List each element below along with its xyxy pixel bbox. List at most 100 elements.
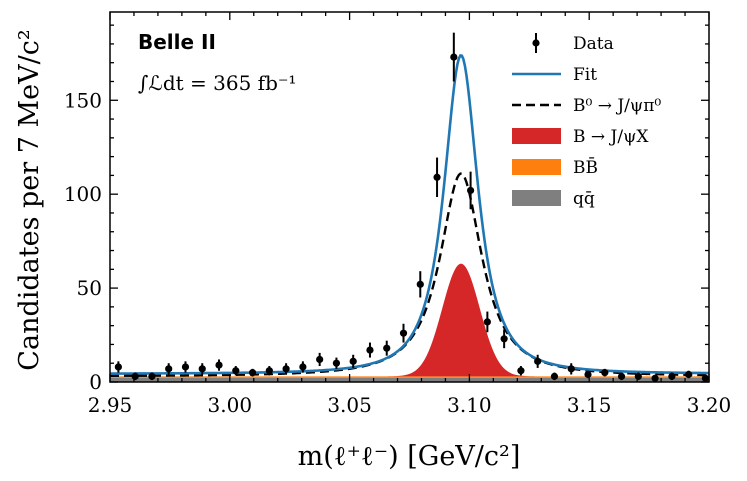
legend-entry: BB̄ bbox=[512, 156, 598, 178]
x-tick-label: 3.10 bbox=[447, 393, 492, 417]
data-point-marker bbox=[181, 363, 190, 371]
data-point-marker bbox=[550, 372, 559, 380]
data-point bbox=[148, 372, 156, 381]
x-tick-label: 3.15 bbox=[567, 393, 612, 417]
data-point-marker bbox=[114, 363, 122, 371]
y-tick-label: 0 bbox=[89, 370, 102, 394]
data-point-marker bbox=[416, 280, 424, 288]
data-point-marker bbox=[349, 357, 357, 365]
data-point bbox=[416, 271, 424, 298]
fit-curve bbox=[109, 53, 710, 375]
data-point-marker bbox=[450, 53, 458, 61]
legend-fill-icon bbox=[512, 190, 561, 206]
data-point bbox=[114, 361, 122, 373]
data-point bbox=[366, 342, 374, 358]
data-point bbox=[567, 363, 575, 375]
experiment-label: Belle II bbox=[138, 30, 216, 54]
data-point bbox=[466, 171, 475, 210]
data-point-marker bbox=[651, 374, 659, 382]
data-point-marker bbox=[466, 186, 475, 195]
data-point-marker bbox=[517, 367, 525, 375]
data-point bbox=[517, 366, 525, 376]
data-point bbox=[701, 374, 710, 382]
data-point-marker bbox=[299, 363, 307, 371]
data-point bbox=[316, 352, 324, 367]
x-tick-label: 3.20 bbox=[687, 393, 732, 417]
data-point-marker bbox=[584, 370, 592, 379]
legend-label: qq̄ bbox=[573, 189, 595, 209]
data-point bbox=[651, 374, 659, 382]
data-point bbox=[500, 329, 508, 349]
x-tick-label: 3.05 bbox=[327, 393, 372, 417]
data-point-marker bbox=[282, 365, 290, 373]
data-point-marker bbox=[316, 355, 324, 364]
data-point bbox=[165, 363, 173, 375]
data-point-marker bbox=[567, 365, 575, 373]
data-point bbox=[282, 363, 290, 375]
data-point bbox=[248, 368, 257, 377]
data-point bbox=[215, 359, 223, 371]
data-point-marker bbox=[617, 372, 626, 380]
data-point bbox=[685, 370, 693, 379]
plot-frame bbox=[109, 11, 710, 383]
x-axis-ticks: 2.95 3.00 3.05 3.10 3.15 3.20 bbox=[88, 12, 732, 417]
data-point bbox=[232, 366, 240, 376]
data-point bbox=[483, 311, 491, 333]
b-jpsi-x-fill bbox=[110, 263, 709, 377]
legend-label: BB̄ bbox=[573, 156, 598, 178]
y-tick-label: 50 bbox=[77, 276, 102, 300]
data-point-marker bbox=[685, 370, 693, 379]
data-point bbox=[265, 366, 273, 376]
legend-entry: qq̄ bbox=[512, 189, 595, 209]
stacked-components bbox=[110, 263, 709, 382]
data-point-marker bbox=[399, 329, 408, 337]
data-point-marker bbox=[634, 372, 642, 380]
y-axis-ticks: 0 50 100 150 bbox=[64, 24, 709, 394]
data-point-marker bbox=[131, 372, 139, 380]
data-point bbox=[668, 372, 676, 381]
data-point-marker bbox=[668, 372, 676, 380]
data-point-marker bbox=[232, 367, 240, 375]
data-point bbox=[601, 368, 609, 377]
data-point bbox=[534, 354, 542, 368]
data-point bbox=[383, 340, 391, 356]
data-point-marker bbox=[332, 359, 341, 367]
legend-entry: B → J/ψX bbox=[512, 127, 649, 147]
legend-fill-icon bbox=[512, 128, 561, 144]
data-point bbox=[450, 32, 458, 82]
legend-label: Data bbox=[573, 34, 614, 54]
legend-fill-icon bbox=[512, 159, 561, 175]
y-axis-label: Candidates per 7 MeV/c² bbox=[14, 29, 45, 370]
data-point bbox=[399, 323, 408, 343]
data-point bbox=[349, 354, 357, 368]
data-point-marker bbox=[483, 318, 491, 326]
legend-label: B⁰ → J/ψπ⁰ bbox=[573, 96, 661, 116]
data-point bbox=[332, 357, 341, 369]
legend-label: Fit bbox=[573, 65, 597, 85]
data-point-marker bbox=[148, 372, 156, 380]
data-point bbox=[433, 157, 441, 197]
legend: Data Fit B⁰ → J/ψπ⁰ B → J/ψX BB̄ qq̄ bbox=[512, 33, 661, 209]
data-point-marker bbox=[165, 365, 173, 373]
legend-marker-icon bbox=[532, 39, 540, 47]
data-point bbox=[198, 363, 206, 375]
luminosity-label: ∫ℒdt = 365 fb⁻¹ bbox=[138, 71, 296, 95]
qq-fill bbox=[110, 377, 709, 382]
x-tick-label: 3.00 bbox=[208, 393, 253, 417]
b0-jpsi-pi0-curve bbox=[109, 172, 710, 377]
data-point-marker bbox=[198, 365, 206, 373]
data-point bbox=[299, 361, 307, 373]
data-point bbox=[617, 372, 626, 381]
data-point-marker bbox=[601, 369, 609, 377]
legend-entry: Data bbox=[532, 33, 614, 54]
legend-label: B → J/ψX bbox=[573, 127, 649, 147]
y-tick-label: 100 bbox=[64, 182, 102, 206]
y-tick-label: 150 bbox=[64, 88, 102, 112]
data-point-marker bbox=[248, 369, 257, 377]
data-point-marker bbox=[215, 361, 223, 369]
data-point bbox=[550, 372, 559, 381]
data-point-marker bbox=[534, 357, 542, 365]
data-point bbox=[181, 361, 190, 373]
data-point-marker bbox=[366, 346, 374, 354]
